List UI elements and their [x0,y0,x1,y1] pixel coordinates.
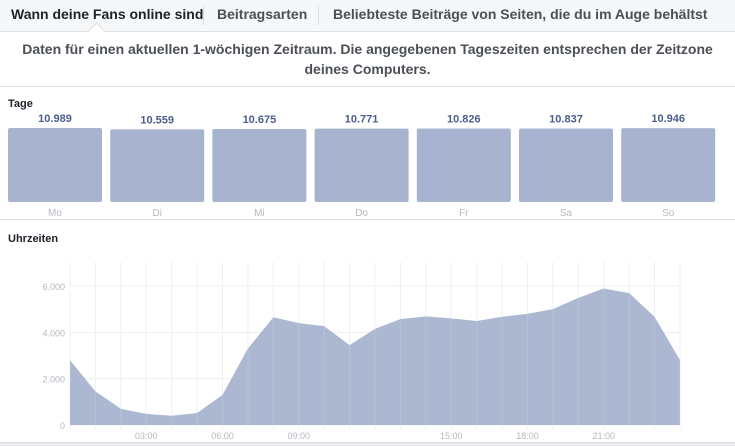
day-value-label: 10.675 [243,114,277,126]
hours-area-chart: 0 2.000 4.000 6.000 03:00 06:00 09:00 15:00 18:0… [42,262,681,441]
day-category-label: Do [355,208,368,219]
days-bar-chart: 10.989 Mo 10.559 Di 10.675 Mi 10.771 Do 10.826 Fr… [8,113,716,219]
x-tick-label: 06:00 [211,431,234,441]
hours-chart-title: Uhrzeiten [8,233,59,245]
date-range-notice: Daten für einen aktuellen 1-wöchigen Zei… [0,32,735,79]
footer-strip [0,442,735,446]
day-bar[interactable] [212,128,307,202]
day-category-label: Di [152,208,161,219]
day-bar[interactable] [314,128,409,202]
day-bar[interactable] [110,129,205,202]
tab-separator [203,5,204,25]
day-value-label: 10.989 [38,113,72,125]
hourly-area [70,288,680,425]
tab-bar: Wann deine Fans online sind Beitragsarte… [0,0,735,32]
y-tick-label: 4.000 [42,328,65,338]
tab-fans-online[interactable]: Wann deine Fans online sind [11,6,204,22]
tab-post-types[interactable]: Beitragsarten [217,6,308,22]
day-category-label: So [662,208,675,219]
y-tick-label: 0 [60,421,65,431]
day-category-label: Mi [254,208,265,219]
x-tick-label: 21:00 [592,431,615,441]
day-value-label: 10.826 [447,114,481,126]
x-tick-label: 09:00 [287,431,310,441]
day-category-label: Fr [459,208,469,219]
x-tick-label: 18:00 [516,431,539,441]
divider [0,86,735,87]
notice-text: Daten für einen aktuellen 1-wöchigen Zei… [22,41,713,77]
tab-separator [318,5,319,25]
tab-top-posts-watched-pages[interactable]: Beliebteste Beiträge von Seiten, die du … [333,6,708,22]
day-bar[interactable] [519,128,613,202]
day-value-label: 10.771 [345,114,379,126]
y-tick-label: 6.000 [42,282,65,292]
days-chart-title: Tage [8,98,33,110]
day-value-label: 10.946 [651,113,685,125]
day-bar[interactable] [621,128,716,202]
day-category-label: Mo [48,208,62,219]
y-tick-label: 2.000 [42,375,65,385]
divider [0,219,735,220]
x-tick-label: 15:00 [440,431,463,441]
day-category-label: Sa [560,208,573,219]
day-bar[interactable] [8,128,102,202]
day-value-label: 10.559 [140,114,174,126]
day-value-label: 10.837 [549,113,583,125]
x-tick-label: 03:00 [135,431,158,441]
day-bar[interactable] [416,128,511,202]
